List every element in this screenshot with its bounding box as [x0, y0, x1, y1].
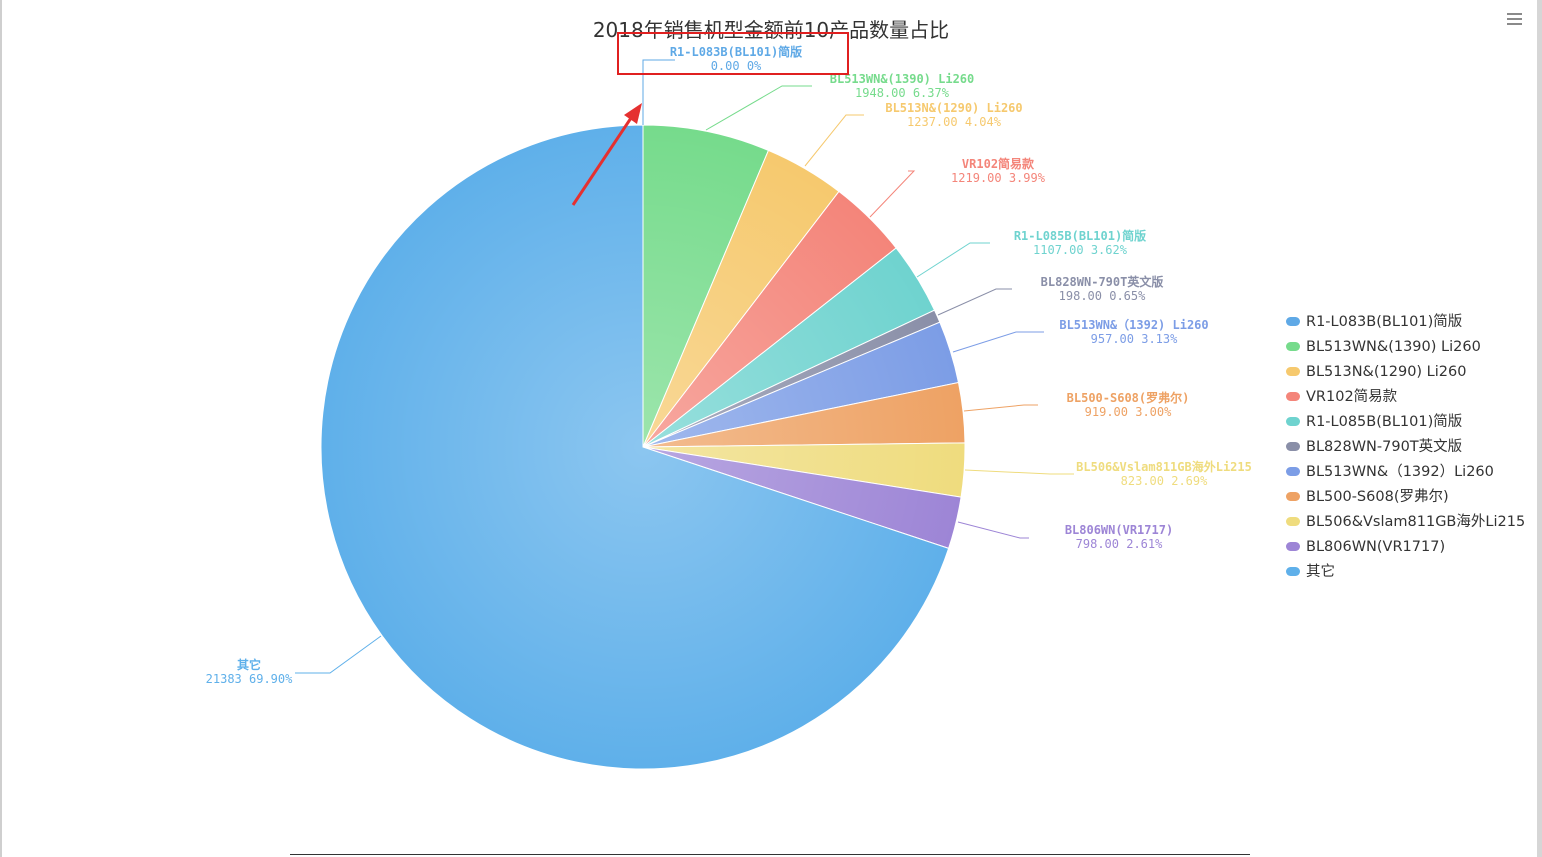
slice-label-name: BL506&Vslam811GB海外Li215 — [1076, 460, 1252, 474]
legend-item[interactable]: R1-L085B(BL101)简版 — [1286, 410, 1525, 435]
slice-label-name: VR102简易款 — [961, 157, 1035, 171]
legend-item[interactable]: BL506&Vslam811GB海外Li215 — [1286, 510, 1525, 535]
slice-label-7: BL500-S608(罗弗尔) 919.00 3.00% — [1067, 391, 1190, 419]
slice-label-value: 0.00 0% — [710, 59, 762, 73]
legend-item[interactable]: BL513WN&(1390) Li260 — [1286, 335, 1525, 360]
leader-line-1 — [705, 85, 812, 131]
slice-label-value: 823.00 2.69% — [1120, 474, 1208, 488]
legend-swatch-icon — [1286, 391, 1300, 401]
slice-label-value: 1237.00 4.04% — [907, 115, 1001, 129]
slice-label-value: 1948.00 6.37% — [855, 86, 949, 100]
legend-swatch-icon — [1286, 566, 1300, 576]
slice-label-10: 其它 21383 69.90% — [206, 658, 293, 686]
slice-label-name: R1-L085B(BL101)简版 — [1013, 229, 1147, 243]
legend-label: BL500-S608(罗弗尔) — [1306, 489, 1449, 505]
leader-line-8 — [964, 469, 1074, 475]
legend-item[interactable]: R1-L083B(BL101)简版 — [1286, 310, 1525, 335]
legend-swatch-icon — [1286, 316, 1300, 326]
legend-label: VR102简易款 — [1306, 389, 1398, 405]
leader-line-2 — [804, 114, 864, 167]
slice-label-name: BL828WN-790T英文版 — [1040, 275, 1164, 289]
legend-label: BL513N&(1290) Li260 — [1306, 364, 1467, 380]
slice-label-3: VR102简易款 1219.00 3.99% — [951, 157, 1045, 185]
slice-label-name: BL806WN(VR1717) — [1064, 523, 1174, 537]
leader-line-0 — [642, 59, 675, 125]
leader-line-4 — [916, 242, 990, 278]
leader-line-9 — [957, 521, 1029, 539]
legend-swatch-icon — [1286, 441, 1300, 451]
legend-label: BL806WN(VR1717) — [1306, 539, 1446, 555]
slice-label-name: BL500-S608(罗弗尔) — [1066, 391, 1190, 405]
right-scrollbar[interactable] — [1537, 0, 1542, 857]
annotation-highlight-box — [617, 32, 849, 75]
slice-label-0: R1-L083B(BL101)简版 0.00 0% — [670, 45, 802, 73]
legend-label: BL513WN&(1390) Li260 — [1306, 339, 1481, 355]
legend-item[interactable]: VR102简易款 — [1286, 385, 1525, 410]
legend-swatch-icon — [1286, 466, 1300, 476]
slice-label-value: 1219.00 3.99% — [951, 171, 1045, 185]
slice-label-9: BL806WN(VR1717) 798.00 2.61% — [1065, 523, 1173, 551]
legend-swatch-icon — [1286, 366, 1300, 376]
legend-item[interactable]: BL806WN(VR1717) — [1286, 535, 1525, 560]
slice-label-value: 919.00 3.00% — [1084, 405, 1172, 419]
legend-swatch-icon — [1286, 416, 1300, 426]
legend-label: BL513WN&（1392）Li260 — [1306, 464, 1494, 480]
slice-label-value: 957.00 3.13% — [1090, 332, 1178, 346]
legend-item[interactable]: 其它 — [1286, 560, 1525, 585]
legend-label: BL828WN-790T英文版 — [1306, 439, 1463, 455]
slice-label-name: R1-L083B(BL101)简版 — [669, 45, 803, 59]
legend-label: BL506&Vslam811GB海外Li215 — [1306, 514, 1526, 530]
legend-swatch-icon — [1286, 491, 1300, 501]
hamburger-menu-icon[interactable] — [1506, 11, 1524, 27]
leader-line-3 — [869, 170, 916, 218]
legend-swatch-icon — [1286, 541, 1300, 551]
slice-label-value: 798.00 2.61% — [1075, 537, 1163, 551]
legend-label: 其它 — [1306, 564, 1335, 580]
legend-swatch-icon — [1286, 516, 1300, 526]
legend-item[interactable]: BL513N&(1290) Li260 — [1286, 360, 1525, 385]
slice-label-name: BL513N&(1290) Li260 — [885, 101, 1023, 115]
legend-label: R1-L083B(BL101)简版 — [1306, 314, 1463, 330]
slice-label-value: 1107.00 3.62% — [1033, 243, 1127, 257]
leader-line-10 — [295, 635, 382, 674]
legend-item[interactable]: BL513WN&（1392）Li260 — [1286, 460, 1525, 485]
annotation-arrow — [571, 103, 642, 206]
legend-swatch-icon — [1286, 341, 1300, 351]
slice-label-4: R1-L085B(BL101)简版 1107.00 3.62% — [1014, 229, 1146, 257]
bottom-divider — [290, 854, 1250, 857]
slice-label-1: BL513WN&(1390) Li260 1948.00 6.37% — [830, 72, 975, 100]
legend-item[interactable]: BL500-S608(罗弗尔) — [1286, 485, 1525, 510]
leader-line-7 — [963, 404, 1038, 412]
legend-item[interactable]: BL828WN-790T英文版 — [1286, 435, 1525, 460]
slice-label-value: 21383 69.90% — [205, 672, 293, 686]
slice-label-8: BL506&Vslam811GB海外Li215 823.00 2.69% — [1076, 460, 1252, 488]
legend-label: R1-L085B(BL101)简版 — [1306, 414, 1463, 430]
slice-label-2: BL513N&(1290) Li260 1237.00 4.04% — [885, 101, 1022, 129]
legend: R1-L083B(BL101)简版 BL513WN&(1390) Li260 BL5… — [1286, 310, 1525, 585]
left-window-edge — [0, 0, 2, 857]
slice-label-name: BL513WN&(1390) Li260 — [829, 72, 975, 86]
leader-line-6 — [952, 331, 1044, 353]
slice-label-name: 其它 — [236, 658, 262, 672]
slice-label-value: 198.00 0.65% — [1058, 289, 1146, 303]
slice-label-5: BL828WN-790T英文版 198.00 0.65% — [1041, 275, 1164, 303]
chart-title: 2018年销售机型金额前10产品数量占比 — [592, 18, 950, 42]
slice-label-name: BL513WN&（1392) Li260 — [1059, 318, 1209, 332]
slice-label-6: BL513WN&（1392) Li260 957.00 3.13% — [1059, 318, 1208, 346]
leader-line-5 — [937, 288, 1012, 316]
